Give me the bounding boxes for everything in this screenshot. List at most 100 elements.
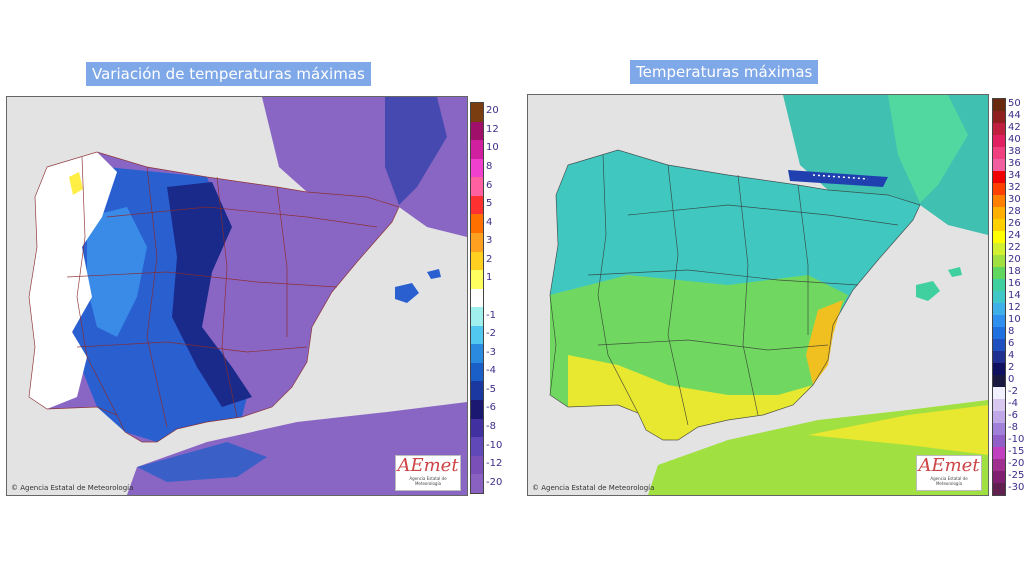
legend-swatch (471, 437, 483, 456)
legend-swatch (993, 267, 1005, 279)
legend-label: -30 (1008, 482, 1024, 493)
legend-swatch (993, 303, 1005, 315)
legend-label: 4 (486, 216, 493, 228)
legend-label: -10 (486, 439, 503, 451)
legend-swatch (471, 325, 483, 345)
variation-legend-colorbar (470, 102, 484, 494)
legend-label: -20 (486, 476, 503, 488)
legend-label: 10 (486, 142, 499, 154)
aemet-logo: AEmet Agencia Estatal de Meteorología (916, 455, 982, 491)
legend-label: 14 (1008, 290, 1021, 301)
left-map-title: Variación de temperaturas máximas (86, 62, 371, 86)
legend-label: 6 (1008, 338, 1015, 349)
legend-swatch (471, 418, 483, 438)
legend-swatch (993, 171, 1005, 183)
legend-swatch (993, 279, 1005, 291)
legend-swatch (993, 423, 1005, 435)
aemet-logo-word: AEmet (397, 455, 459, 476)
legend-label: 50 (1008, 98, 1021, 109)
legend-swatch (471, 121, 483, 141)
aemet-logo: AEmet Agencia Estatal de Meteorología (395, 455, 461, 491)
legend-label: 20 (486, 105, 499, 117)
legend-label: 3 (486, 235, 493, 247)
legend-swatch (993, 207, 1005, 219)
legend-label: 12 (1008, 302, 1021, 313)
legend-label: -6 (1008, 410, 1018, 421)
legend-label: -2 (486, 328, 496, 340)
legend-label: 1 (486, 272, 493, 284)
legend-swatch (471, 344, 483, 363)
legend-label: 0 (1008, 374, 1015, 385)
legend-swatch (993, 159, 1005, 171)
legend-label: -10 (1008, 434, 1024, 445)
legend-swatch (993, 327, 1005, 339)
legend-label: 18 (1008, 266, 1021, 277)
right-map-title: Temperaturas máximas (630, 60, 819, 84)
legend-swatch (993, 135, 1005, 147)
legend-label: 10 (1008, 314, 1021, 325)
legend-swatch (993, 483, 1005, 495)
aemet-logo-sub: Agencia Estatal de Meteorología (409, 476, 447, 486)
credit-text: © Agencia Estatal de Meteorología (11, 484, 134, 492)
variation-map-canvas (28, 97, 467, 495)
aemet-logo-word: AEmet (918, 455, 980, 476)
legend-label: 32 (1008, 182, 1021, 193)
legend-label: -4 (486, 365, 496, 377)
legend-label: 38 (1008, 146, 1021, 157)
legend-swatch (471, 103, 483, 122)
legend-label: 4 (1008, 350, 1015, 361)
aemet-logo-sub: Agencia Estatal de Meteorología (930, 476, 968, 486)
legend-label: -6 (486, 402, 496, 414)
legend-swatch (993, 123, 1005, 135)
legend-label: -8 (1008, 422, 1018, 433)
legend-swatch (471, 288, 483, 308)
legend-label: 30 (1008, 194, 1021, 205)
legend-swatch (993, 387, 1005, 399)
legend-swatch (993, 435, 1005, 447)
legend-label: 16 (1008, 278, 1021, 289)
legend-label: 26 (1008, 218, 1021, 229)
legend-label: -8 (486, 421, 496, 432)
legend-label: 6 (486, 179, 493, 191)
legend-label: 2 (486, 253, 493, 265)
legend-label: 20 (1008, 254, 1021, 265)
legend-swatch (471, 270, 483, 289)
legend-swatch (993, 219, 1005, 231)
legend-swatch (471, 381, 483, 400)
legend-label: 8 (486, 161, 493, 172)
legend-swatch (471, 158, 483, 178)
legend-swatch (993, 363, 1005, 375)
legend-label: 22 (1008, 242, 1021, 253)
legend-label: 34 (1008, 170, 1021, 181)
legend-label: -5 (486, 383, 496, 395)
variation-map: © Agencia Estatal de Meteorología AEmet … (6, 96, 468, 496)
legend-label: 28 (1008, 206, 1021, 217)
legend-swatch (471, 474, 483, 493)
legend-swatch (471, 195, 483, 215)
legend-label: -12 (486, 458, 503, 470)
legend-label: 44 (1008, 110, 1021, 121)
legend-label: 40 (1008, 134, 1021, 145)
legend-swatch (993, 291, 1005, 303)
legend-label: 12 (486, 123, 499, 135)
legend-swatch (471, 232, 483, 252)
legend-label: 24 (1008, 230, 1021, 241)
legend-swatch (471, 177, 483, 196)
legend-swatch (993, 195, 1005, 207)
max-temperature-legend-colorbar (992, 98, 1006, 496)
legend-swatch (993, 351, 1005, 363)
legend-swatch (993, 147, 1005, 159)
legend-label: -15 (1008, 446, 1024, 457)
legend-label: 5 (486, 198, 493, 210)
legend-swatch (993, 99, 1005, 111)
legend-swatch (993, 339, 1005, 351)
legend-swatch (993, 111, 1005, 123)
legend-swatch (993, 375, 1005, 387)
legend-label: -4 (1008, 398, 1018, 409)
legend-swatch (993, 183, 1005, 195)
legend-swatch (993, 459, 1005, 471)
credit-text: © Agencia Estatal de Meteorología (532, 484, 655, 492)
legend-swatch (471, 140, 483, 159)
max-temperature-map-canvas (549, 95, 988, 495)
legend-label: 8 (1008, 326, 1015, 337)
